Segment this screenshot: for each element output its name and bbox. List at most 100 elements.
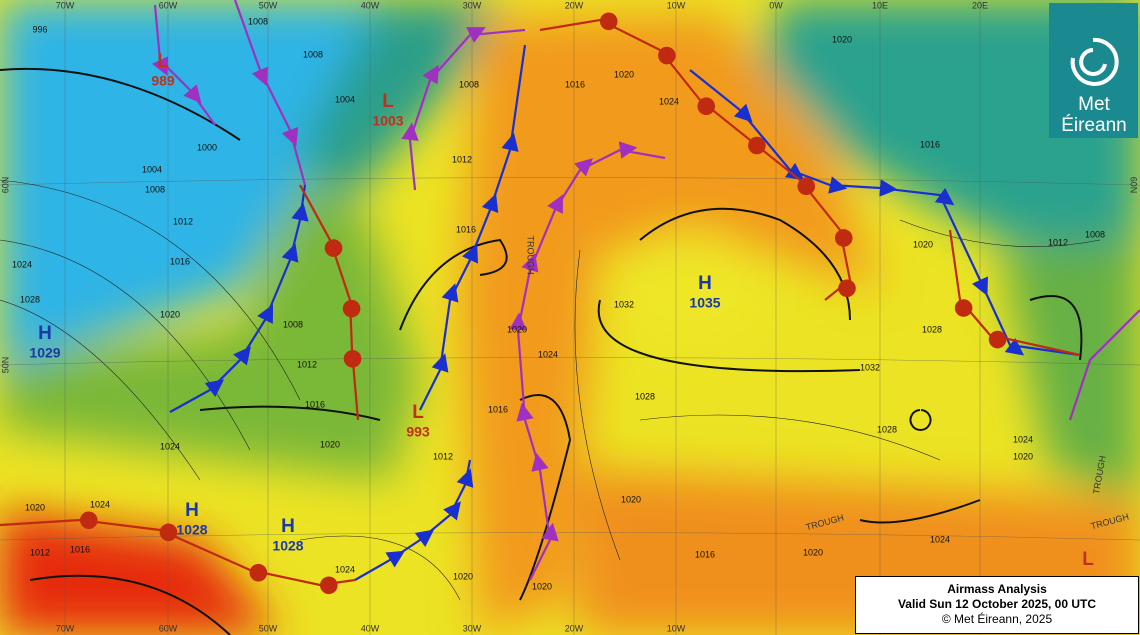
isobar-label: 1016 — [70, 544, 90, 554]
info-valid: Valid Sun 12 October 2025, 00 UTC — [898, 597, 1096, 611]
pressure-centre-value: 993 — [406, 424, 430, 440]
pressure-centre-type: H — [185, 500, 199, 521]
isobar-label: 1004 — [142, 164, 162, 174]
isobar-label: 1016 — [565, 79, 585, 89]
isobar-label: 1028 — [877, 424, 897, 434]
info-title: Airmass Analysis — [947, 582, 1047, 596]
isobar-label: 1008 — [303, 49, 323, 59]
latitude-label: 50N — [0, 357, 10, 374]
warm-front — [299, 184, 362, 421]
logo-line2: Éireann — [1061, 115, 1127, 136]
spiral — [1070, 37, 1119, 86]
logo-background — [1049, 3, 1138, 138]
pressure-centre-value: 1003 — [372, 113, 403, 129]
isobar-label: 1012 — [173, 216, 193, 226]
longitude-label: 40W — [361, 623, 380, 633]
isobar-label: 1032 — [860, 362, 880, 372]
pressure-centre-type: H — [38, 323, 52, 344]
isobar-label: 1024 — [930, 534, 950, 544]
isobar-label: 1012 — [433, 451, 453, 461]
pressure-centre-value: 1028 — [272, 538, 303, 554]
isobar-label: 1028 — [922, 324, 942, 334]
longitude-label: 60W — [159, 0, 178, 10]
isobar-label: 1020 — [803, 547, 823, 557]
latitude-label: 60N — [0, 177, 10, 194]
isobar-label: 1016 — [488, 404, 508, 414]
isobar-label: 1016 — [456, 224, 476, 234]
longitude-label: 50W — [259, 0, 278, 10]
longitude-label: 30W — [463, 623, 482, 633]
pressure-centre-value: 1035 — [689, 295, 720, 311]
longitude-label: 20W — [565, 0, 584, 10]
pressure-centre-type: H — [281, 516, 295, 537]
pressure-centre-type: L — [382, 91, 394, 112]
isobar-label: 1020 — [913, 239, 933, 249]
longitude-label: 10E — [872, 0, 888, 10]
warm-front — [0, 511, 356, 595]
isobar-label: 1024 — [12, 259, 32, 269]
isobar-label: 1008 — [248, 16, 268, 26]
info-box-frame — [855, 576, 1139, 634]
longitude-label: 50W — [259, 623, 278, 633]
isobar-label: 1008 — [459, 79, 479, 89]
isobar-label: 1020 — [532, 581, 552, 591]
cold-front — [354, 459, 474, 581]
isobar-label: 1024 — [659, 96, 679, 106]
isobar-label: 1024 — [1013, 434, 1033, 444]
occlusion — [509, 141, 666, 581]
shade — [610, 230, 770, 350]
trough-label: TROUGH — [526, 236, 536, 275]
isobar-label: 996 — [32, 24, 47, 34]
warm-front — [948, 229, 1081, 357]
longitude-label: 70W — [56, 0, 75, 10]
pressure-centre-value: 989 — [151, 73, 175, 89]
isobar-label: 1012 — [297, 359, 317, 369]
isobar-label: 1012 — [1048, 237, 1068, 247]
isobar-label: 1008 — [283, 319, 303, 329]
info-box: Airmass Analysis Valid Sun 12 October 20… — [855, 576, 1139, 634]
pressure-centre-type: L — [157, 51, 169, 72]
isobar-label: 1020 — [320, 439, 340, 449]
isobar-label: 1032 — [614, 299, 634, 309]
info-copyright: © Met Éireann, 2025 — [942, 611, 1053, 626]
isobar-label: 1024 — [538, 349, 558, 359]
pressure-centre-value: 1029 — [29, 345, 60, 361]
isobar-label: 1020 — [453, 571, 473, 581]
isobar-label: 1020 — [160, 309, 180, 319]
isobar-label: 1016 — [170, 256, 190, 266]
isobar-label: 1016 — [695, 549, 715, 559]
occlusion — [1068, 309, 1140, 421]
occlusion — [401, 27, 526, 191]
longitude-label: 70W — [56, 623, 75, 633]
occlusion — [233, 0, 307, 186]
isobar-label: 1020 — [507, 324, 527, 334]
isobar-label: 1004 — [335, 94, 355, 104]
isobar-label: 1020 — [832, 34, 852, 44]
isobar-label: 1016 — [305, 399, 325, 409]
isobar-label: 1012 — [452, 154, 472, 164]
isobar-label: 1028 — [635, 391, 655, 401]
isobar-label: 1024 — [335, 564, 355, 574]
longitude-label: 20W — [565, 623, 584, 633]
isobar-label: 1024 — [90, 499, 110, 509]
isobar-label: 1008 — [1085, 229, 1105, 239]
pressure-centre-value: 1028 — [176, 522, 207, 538]
isobar-label: 1008 — [145, 184, 165, 194]
pressure-centre-type: H — [698, 273, 712, 294]
isobar-label: 1028 — [20, 294, 40, 304]
longitude-label: 0W — [769, 0, 783, 10]
isobar-label: 1020 — [614, 69, 634, 79]
isobar-label: 1024 — [160, 441, 180, 451]
isobar-label: 1020 — [25, 502, 45, 512]
isobar-label: 1012 — [30, 547, 50, 557]
logo: Met Éireann — [1049, 3, 1138, 138]
fronts — [0, 0, 1140, 595]
longitude-label: 40W — [361, 0, 380, 10]
occlusion — [152, 4, 216, 126]
longitude-label: 10W — [667, 623, 686, 633]
logo-line1: Met — [1078, 94, 1110, 115]
shade — [0, 0, 400, 370]
logo-spiral — [1070, 37, 1119, 86]
cold-front — [169, 184, 309, 413]
